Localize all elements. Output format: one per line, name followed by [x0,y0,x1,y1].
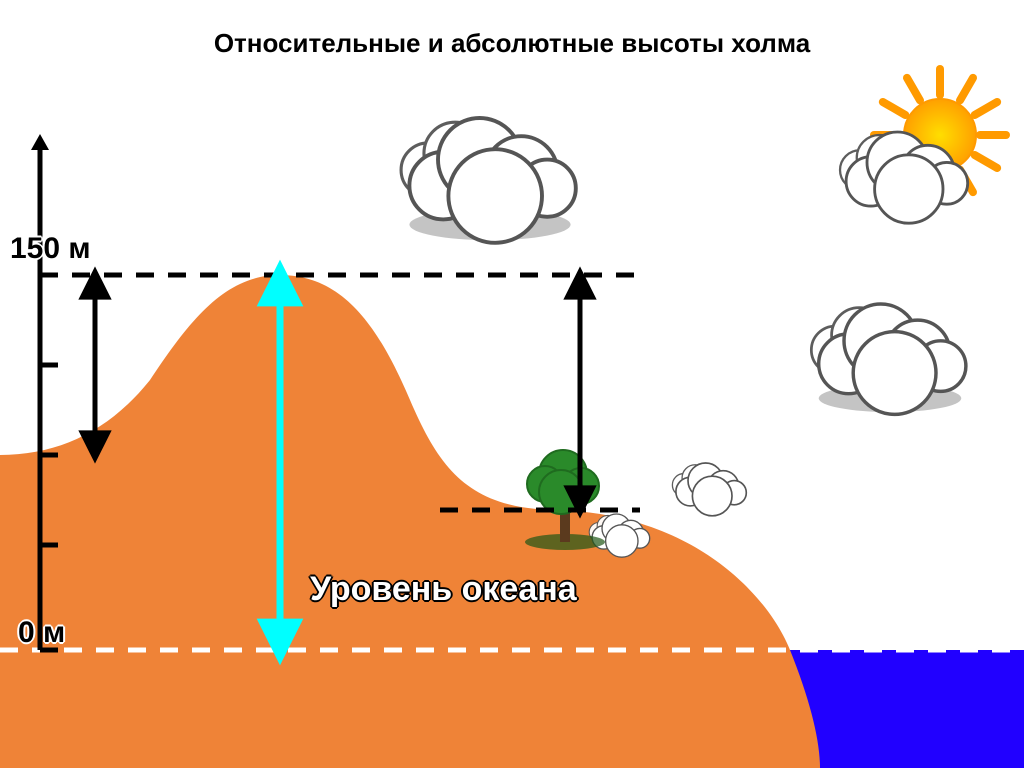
diagram-title: Относительные и абсолютные высоты холма [0,28,1024,59]
hill [0,275,820,768]
label-150m: 150 м [10,232,91,266]
label-0m: 0 м [18,616,65,650]
label-ocean: Уровень океана [310,570,577,609]
cloud-icon [811,304,966,414]
cloud-icon [401,118,576,243]
cloud-icon [672,463,746,516]
